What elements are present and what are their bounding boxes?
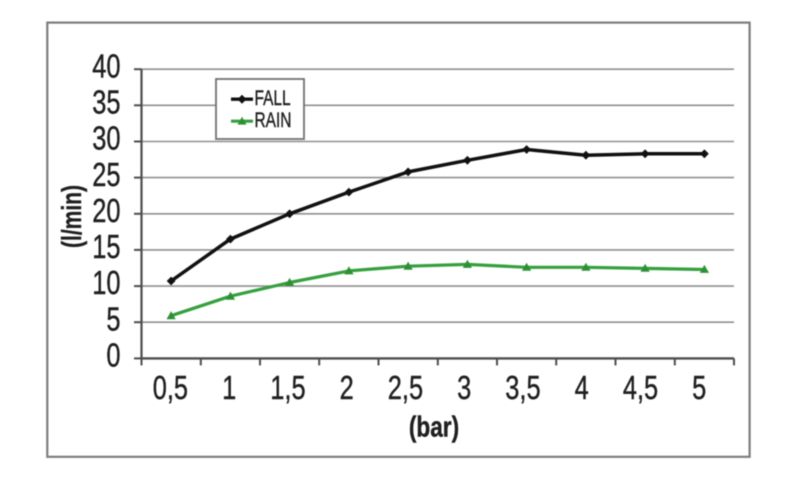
svg-text:30: 30 bbox=[92, 120, 120, 157]
svg-text:RAIN: RAIN bbox=[255, 108, 292, 132]
svg-text:3,5: 3,5 bbox=[505, 370, 540, 407]
svg-text:10: 10 bbox=[92, 265, 120, 302]
svg-text:4: 4 bbox=[575, 370, 589, 407]
svg-text:1,5: 1,5 bbox=[270, 370, 305, 407]
svg-text:20: 20 bbox=[92, 193, 120, 230]
svg-text:40: 40 bbox=[92, 48, 120, 85]
svg-text:1: 1 bbox=[222, 370, 236, 407]
svg-text:5: 5 bbox=[106, 301, 120, 338]
svg-text:4,5: 4,5 bbox=[623, 370, 658, 407]
svg-text:25: 25 bbox=[92, 157, 120, 194]
svg-text:0,5: 0,5 bbox=[153, 370, 188, 407]
svg-text:FALL: FALL bbox=[255, 86, 291, 110]
svg-text:3: 3 bbox=[457, 370, 471, 407]
svg-text:35: 35 bbox=[92, 84, 120, 121]
svg-text:2,5: 2,5 bbox=[388, 370, 423, 407]
svg-text:5: 5 bbox=[692, 370, 706, 407]
svg-text:(l/min): (l/min) bbox=[57, 185, 88, 248]
svg-text:0: 0 bbox=[106, 337, 120, 374]
svg-text:15: 15 bbox=[92, 229, 120, 266]
svg-text:2: 2 bbox=[340, 370, 354, 407]
svg-text:(bar): (bar) bbox=[409, 410, 459, 443]
